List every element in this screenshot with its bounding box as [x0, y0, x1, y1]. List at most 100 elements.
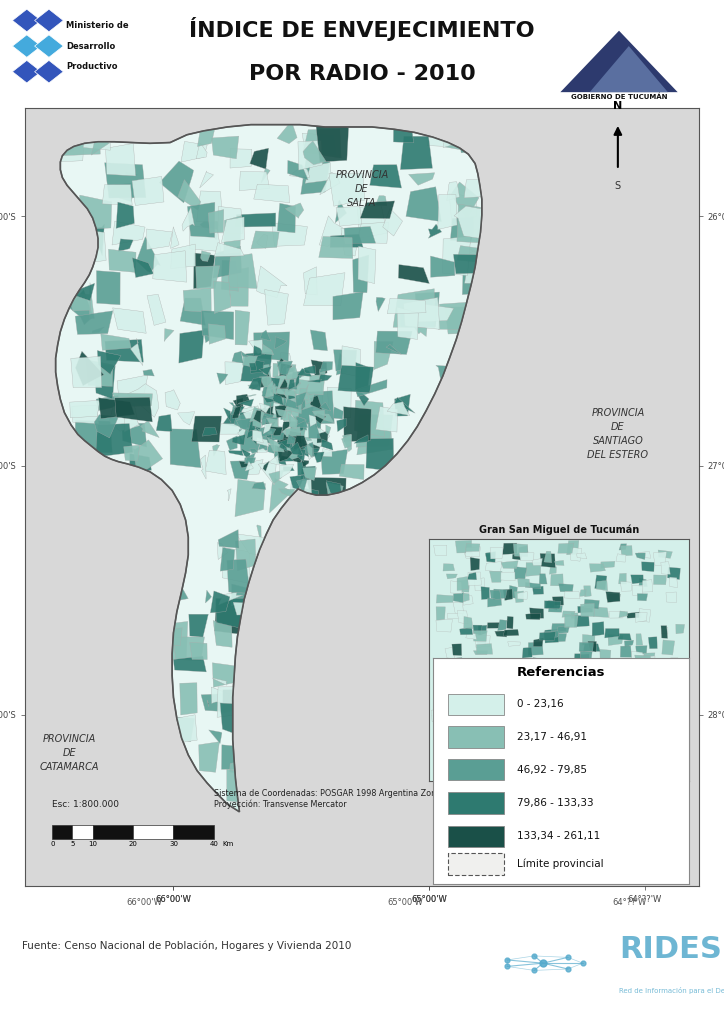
Polygon shape [277, 755, 296, 791]
Polygon shape [239, 461, 251, 468]
Polygon shape [400, 303, 438, 327]
Polygon shape [418, 761, 441, 779]
Polygon shape [261, 344, 274, 355]
Polygon shape [455, 737, 469, 743]
Polygon shape [544, 629, 559, 643]
Polygon shape [494, 743, 508, 759]
Polygon shape [241, 351, 272, 382]
Polygon shape [239, 171, 269, 190]
Text: Esc: 1:800.000: Esc: 1:800.000 [52, 801, 119, 810]
Polygon shape [558, 584, 573, 592]
Polygon shape [281, 411, 287, 420]
Polygon shape [446, 418, 472, 436]
Polygon shape [252, 482, 266, 489]
Polygon shape [56, 125, 482, 812]
Text: Referencias: Referencias [516, 667, 605, 679]
Polygon shape [456, 582, 484, 602]
Polygon shape [637, 594, 648, 601]
Polygon shape [98, 397, 135, 419]
Polygon shape [439, 596, 463, 630]
Polygon shape [202, 427, 217, 436]
Polygon shape [238, 399, 253, 407]
Polygon shape [179, 330, 204, 364]
Polygon shape [259, 403, 270, 413]
Polygon shape [253, 184, 290, 203]
Polygon shape [262, 406, 274, 418]
Polygon shape [616, 668, 629, 674]
Polygon shape [576, 735, 590, 748]
Polygon shape [450, 217, 474, 241]
Polygon shape [235, 213, 276, 227]
Polygon shape [635, 553, 645, 560]
Polygon shape [303, 468, 316, 480]
FancyBboxPatch shape [133, 825, 174, 839]
Polygon shape [475, 578, 484, 591]
Polygon shape [589, 742, 602, 755]
Polygon shape [92, 327, 104, 333]
Polygon shape [405, 532, 424, 563]
Polygon shape [258, 407, 266, 416]
Polygon shape [472, 677, 485, 685]
Polygon shape [397, 307, 418, 339]
Polygon shape [268, 419, 277, 429]
Polygon shape [487, 623, 500, 629]
Polygon shape [455, 719, 485, 748]
Polygon shape [459, 454, 494, 472]
Polygon shape [209, 324, 225, 344]
Polygon shape [90, 283, 94, 318]
Polygon shape [112, 784, 146, 799]
Polygon shape [253, 673, 276, 698]
Polygon shape [285, 586, 302, 601]
Polygon shape [375, 509, 409, 527]
Polygon shape [584, 644, 600, 651]
Polygon shape [398, 264, 429, 284]
Polygon shape [598, 700, 614, 710]
Polygon shape [634, 689, 647, 698]
Polygon shape [248, 384, 259, 390]
Polygon shape [308, 421, 321, 438]
Polygon shape [453, 593, 464, 603]
Polygon shape [235, 407, 245, 417]
Polygon shape [584, 599, 599, 609]
Polygon shape [132, 176, 164, 206]
Polygon shape [48, 787, 77, 807]
Polygon shape [636, 645, 647, 654]
Polygon shape [456, 672, 469, 681]
Polygon shape [449, 665, 466, 671]
Polygon shape [345, 712, 379, 730]
Polygon shape [675, 625, 685, 634]
Polygon shape [549, 601, 557, 610]
Polygon shape [281, 436, 293, 450]
Text: Km: Km [222, 842, 233, 848]
Polygon shape [476, 637, 487, 646]
Polygon shape [437, 729, 445, 735]
Polygon shape [35, 60, 63, 83]
Polygon shape [296, 798, 325, 837]
Polygon shape [437, 467, 472, 487]
Polygon shape [337, 419, 347, 432]
Polygon shape [289, 449, 300, 460]
Polygon shape [232, 406, 241, 418]
Polygon shape [660, 689, 674, 702]
Polygon shape [643, 653, 655, 666]
Polygon shape [493, 589, 508, 599]
FancyBboxPatch shape [448, 793, 505, 814]
Polygon shape [156, 415, 172, 431]
Polygon shape [544, 695, 558, 705]
Polygon shape [258, 439, 269, 450]
Polygon shape [507, 616, 513, 629]
Polygon shape [662, 640, 675, 655]
Polygon shape [124, 400, 138, 432]
Polygon shape [420, 724, 434, 757]
Polygon shape [417, 645, 439, 655]
Polygon shape [132, 258, 153, 278]
Polygon shape [408, 173, 434, 185]
Polygon shape [473, 651, 500, 672]
Polygon shape [288, 379, 295, 390]
Polygon shape [149, 545, 168, 577]
Polygon shape [12, 9, 41, 32]
Polygon shape [320, 172, 340, 195]
Polygon shape [274, 408, 285, 418]
Polygon shape [139, 737, 166, 750]
Polygon shape [481, 587, 489, 600]
